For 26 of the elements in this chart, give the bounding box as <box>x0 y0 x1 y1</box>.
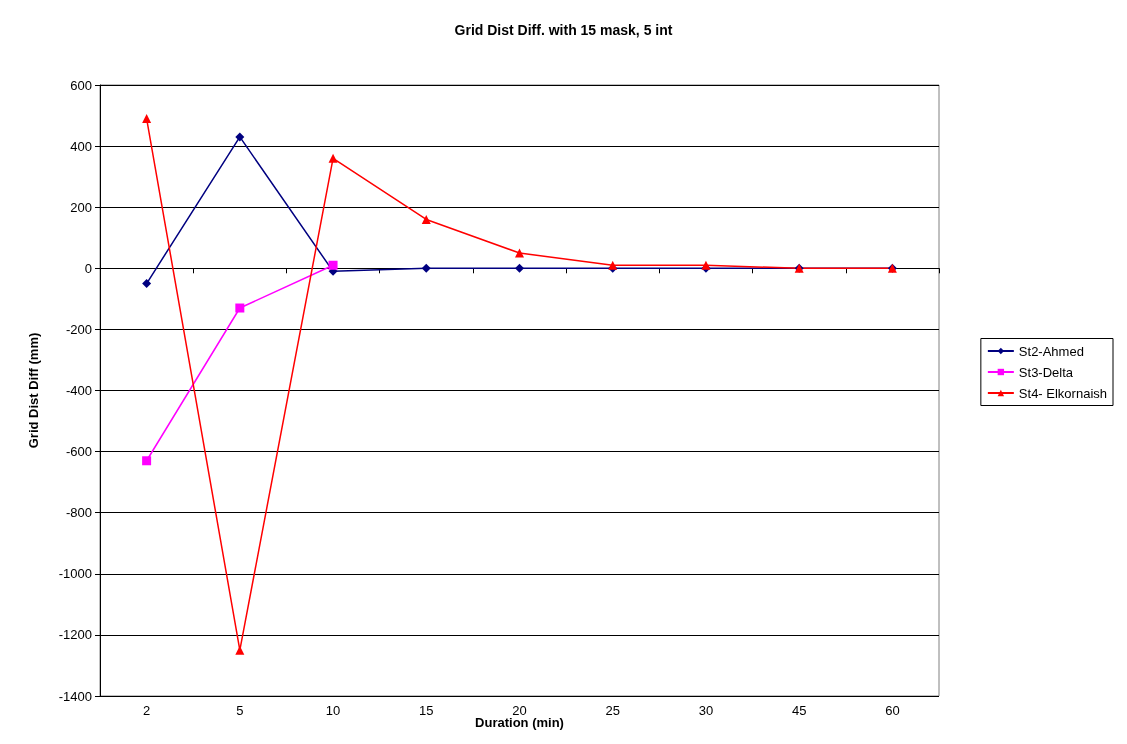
y-tick-label: -1400 <box>58 688 92 704</box>
y-tick-label: -400 <box>65 383 92 398</box>
y-tick-label: 400 <box>70 138 92 154</box>
x-tick-label: 45 <box>791 703 807 718</box>
y-tick-label: -1200 <box>58 627 92 643</box>
x-tick-label: 30 <box>698 703 714 718</box>
y-tick-label: -200 <box>65 321 92 337</box>
y-tick-label: 0 <box>84 260 92 276</box>
y-tick-label: -600 <box>65 444 92 460</box>
x-tick-label: 15 <box>419 703 434 718</box>
x-tick-label: 20 <box>512 703 527 718</box>
legend-label: St3-Delta <box>1018 364 1074 380</box>
y-axis-title: Grid Dist Diff (mm) <box>26 332 41 449</box>
x-tick-label: 2 <box>142 703 151 718</box>
y-tick-label: -800 <box>65 505 92 521</box>
legend-label: St4- Elkornaish <box>1018 385 1108 401</box>
y-tick-label: 200 <box>70 199 92 215</box>
x-tick-label: 10 <box>325 703 341 718</box>
x-axis-title: Duration (min) <box>475 715 564 730</box>
y-tick-label: 600 <box>70 77 92 93</box>
legend-label: St2-Ahmed <box>1018 343 1084 359</box>
x-tick-label: 5 <box>236 703 244 718</box>
y-tick-label: -1000 <box>58 566 92 582</box>
chart-title: Grid Dist Diff. with 15 mask, 5 int <box>454 22 673 38</box>
x-tick-label: 25 <box>605 703 620 718</box>
x-tick-label: 60 <box>885 703 900 718</box>
